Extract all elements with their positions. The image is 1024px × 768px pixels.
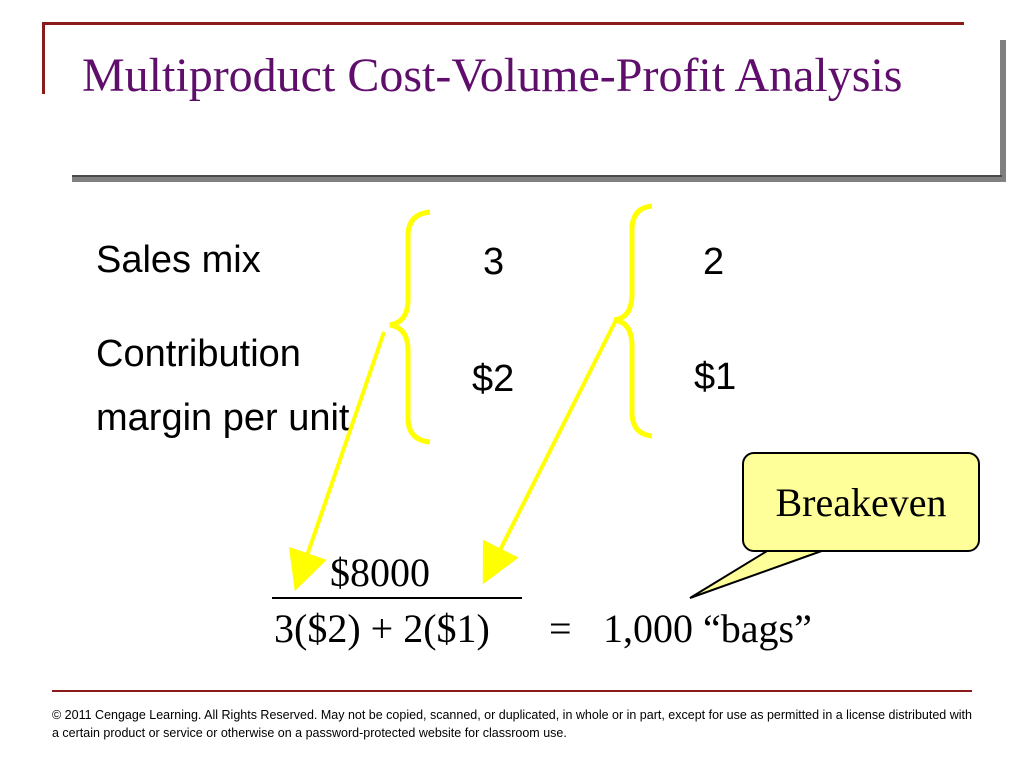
arrow-right	[482, 319, 618, 585]
formula-denominator: 3($2) + 2($1)	[274, 606, 490, 651]
formula-equals: =	[549, 606, 572, 651]
fraction-bar	[272, 597, 522, 599]
title-shadow-bottom	[72, 176, 1004, 182]
formula-result: 1,000 “bags”	[603, 606, 812, 651]
right-brace	[613, 203, 653, 439]
formula-numerator: $8000	[330, 550, 430, 595]
callout-tail-join	[776, 546, 826, 550]
copyright-footer: © 2011 Cengage Learning. All Rights Rese…	[52, 708, 972, 740]
product-a-contribution-margin: $2	[472, 358, 515, 400]
cm-label-line1: Contribution	[96, 333, 301, 375]
sales-mix-label: Sales mix	[96, 239, 261, 281]
callout-tail	[689, 547, 831, 599]
breakeven-callout: Breakeven	[742, 452, 980, 552]
arrow-left	[288, 331, 386, 592]
cm-label-line2: margin per unit	[96, 397, 350, 439]
title-shadow-right	[1000, 40, 1006, 182]
product-a-sales-mix: 3	[483, 241, 505, 283]
title-frame-left	[42, 22, 45, 94]
title-frame-top	[42, 22, 964, 25]
footer-divider	[52, 690, 972, 692]
title-underline	[72, 175, 1002, 177]
slide-title: Multiproduct Cost-Volume-Profit Analysis	[82, 49, 903, 102]
product-b-contribution-margin: $1	[694, 356, 737, 398]
product-b-sales-mix: 2	[703, 241, 725, 283]
left-brace	[389, 209, 431, 445]
breakeven-callout-text: Breakeven	[775, 479, 947, 525]
